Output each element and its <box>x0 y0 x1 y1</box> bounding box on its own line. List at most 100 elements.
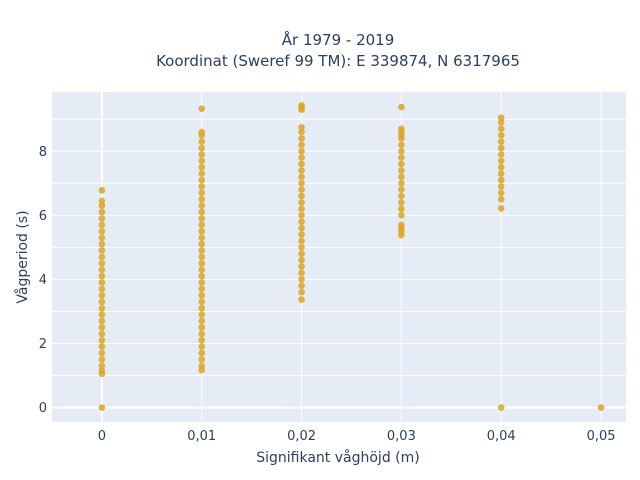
data-point <box>497 183 505 190</box>
data-point <box>98 317 106 325</box>
data-point <box>298 160 305 168</box>
data-point <box>198 221 206 229</box>
data-point <box>98 253 106 261</box>
data-point <box>98 292 106 299</box>
data-point <box>198 298 206 306</box>
data-point <box>198 260 206 267</box>
y-axis-title: Vågperiod (s) <box>14 210 31 303</box>
data-point <box>497 151 505 158</box>
y-tick-label: 4 <box>39 273 47 288</box>
data-point <box>497 205 505 212</box>
data-points <box>98 102 605 411</box>
data-point <box>497 176 505 184</box>
y-tick-label: 0 <box>39 401 47 416</box>
data-point <box>198 157 206 165</box>
data-point <box>298 192 305 200</box>
data-point <box>398 103 405 111</box>
data-point <box>298 288 305 296</box>
data-point <box>198 151 206 158</box>
data-point <box>198 324 206 331</box>
data-point <box>198 285 206 293</box>
x-tick-label: 0,03 <box>387 429 416 444</box>
data-point <box>198 304 206 312</box>
data-point <box>98 228 106 235</box>
data-point <box>98 311 106 318</box>
data-point <box>198 343 206 351</box>
data-point <box>298 141 305 149</box>
data-point <box>497 138 505 145</box>
data-point <box>298 224 305 232</box>
data-point <box>298 147 305 155</box>
data-point <box>198 234 206 242</box>
data-point <box>597 404 605 411</box>
data-point <box>497 196 505 203</box>
data-point <box>198 144 206 152</box>
data-point <box>198 196 206 203</box>
data-point <box>98 404 106 411</box>
data-point <box>98 285 106 293</box>
data-point <box>398 221 405 229</box>
data-point <box>398 154 405 161</box>
data-point <box>98 337 106 344</box>
chart-title: År 1979 - 2019 <box>282 30 395 49</box>
data-point <box>298 180 305 187</box>
data-point <box>398 212 405 219</box>
data-point <box>98 221 106 229</box>
data-point <box>98 234 106 242</box>
data-point <box>497 189 505 197</box>
data-point <box>298 231 305 238</box>
data-point <box>98 330 106 338</box>
data-point <box>198 279 206 286</box>
data-point <box>98 304 106 312</box>
data-point <box>198 337 206 344</box>
data-point <box>98 247 106 254</box>
data-point <box>398 173 405 181</box>
data-point <box>198 128 206 136</box>
data-point <box>98 279 106 286</box>
data-point <box>198 240 206 248</box>
x-tick-label: 0,01 <box>187 429 216 444</box>
data-point <box>198 247 206 254</box>
data-point <box>398 125 405 133</box>
data-point <box>198 356 206 363</box>
data-point <box>497 131 505 139</box>
data-point <box>198 176 206 184</box>
data-point <box>298 135 305 142</box>
data-point <box>98 343 106 351</box>
data-point <box>298 186 305 194</box>
data-point <box>98 215 106 222</box>
data-point <box>398 141 405 149</box>
x-tick-label: 0 <box>98 429 106 444</box>
data-point <box>497 170 505 177</box>
data-point <box>98 240 106 248</box>
data-point <box>98 260 106 267</box>
data-point <box>98 187 106 194</box>
data-point <box>497 163 505 171</box>
data-point <box>198 266 206 274</box>
data-point <box>198 317 206 325</box>
data-point <box>98 362 106 370</box>
tick-labels: 0 2 4 6 8 0 0,01 0,02 0,03 0,04 0,05 <box>39 145 616 444</box>
data-point <box>198 208 206 216</box>
y-tick-label: 8 <box>39 145 47 160</box>
data-point <box>298 269 305 277</box>
data-point <box>98 202 106 210</box>
data-point <box>398 205 405 213</box>
data-point <box>198 170 206 177</box>
data-point <box>497 157 505 165</box>
x-axis-title: Signifikant våghöjd (m) <box>256 449 419 466</box>
data-point <box>198 202 206 210</box>
data-point <box>198 292 206 299</box>
data-point <box>198 138 206 145</box>
data-point <box>198 253 206 261</box>
data-point <box>497 404 505 411</box>
y-tick-label: 2 <box>39 337 47 352</box>
data-point <box>198 330 206 338</box>
data-point <box>298 250 305 258</box>
data-point <box>298 244 305 251</box>
data-point <box>298 218 305 226</box>
data-point <box>398 180 405 187</box>
data-point <box>98 349 106 357</box>
data-point <box>298 167 305 174</box>
